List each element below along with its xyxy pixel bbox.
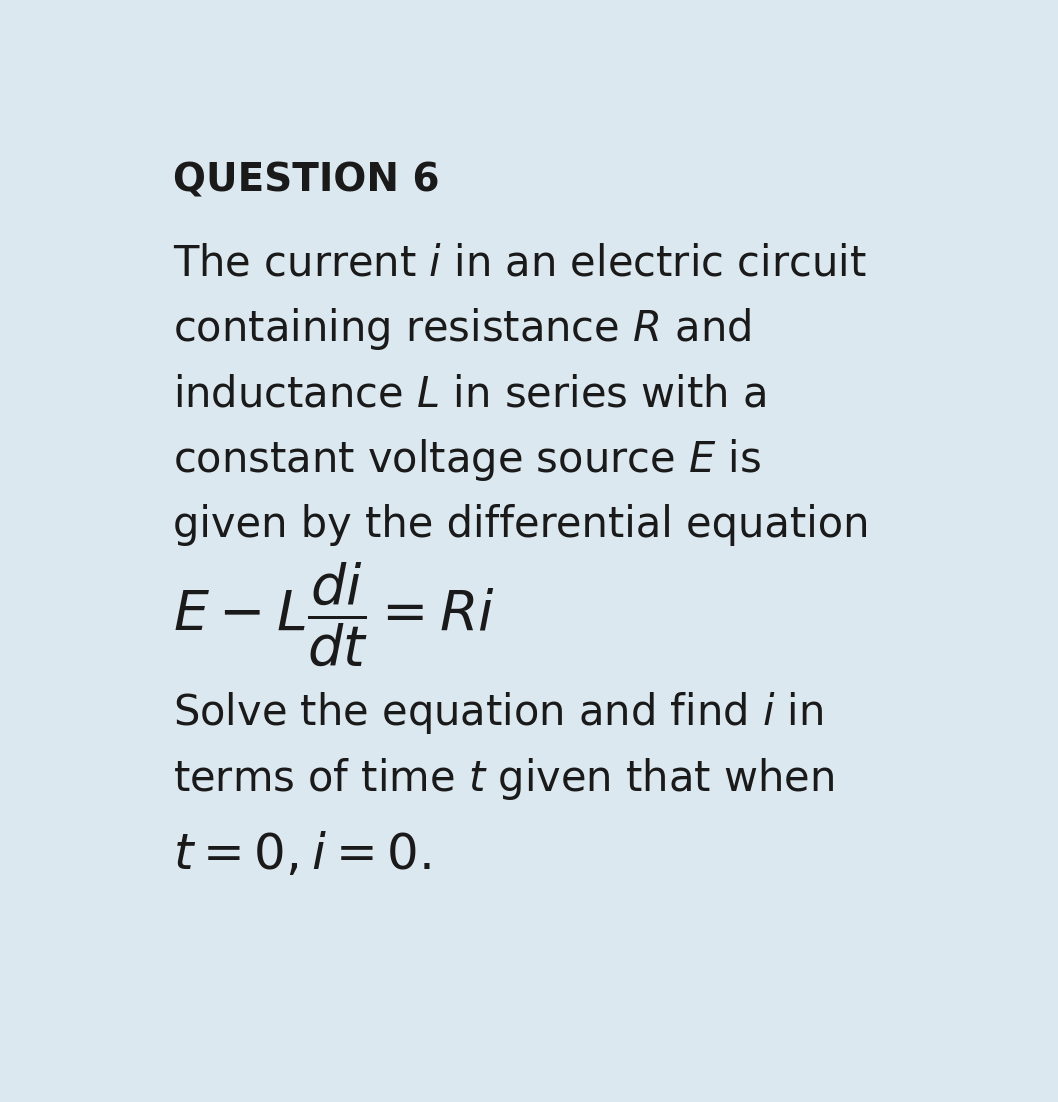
Text: given by the differential equation: given by the differential equation [174, 504, 870, 547]
Text: QUESTION 6: QUESTION 6 [174, 162, 440, 199]
Text: containing resistance $\it{R}$ and: containing resistance $\it{R}$ and [174, 306, 751, 353]
Text: terms of time $\it{t}$ given that when: terms of time $\it{t}$ given that when [174, 756, 835, 802]
Text: $E - L\dfrac{di}{dt} = Ri$: $E - L\dfrac{di}{dt} = Ri$ [174, 560, 495, 668]
Text: The current $\it{i}$ in an electric circuit: The current $\it{i}$ in an electric circ… [174, 242, 867, 284]
Text: inductance $\it{L}$ in series with a: inductance $\it{L}$ in series with a [174, 374, 766, 415]
Text: constant voltage source $\it{E}$ is: constant voltage source $\it{E}$ is [174, 436, 762, 483]
Text: $t = 0, i = 0.$: $t = 0, i = 0.$ [174, 831, 432, 879]
Text: Solve the equation and find $\it{i}$ in: Solve the equation and find $\it{i}$ in [174, 691, 823, 736]
